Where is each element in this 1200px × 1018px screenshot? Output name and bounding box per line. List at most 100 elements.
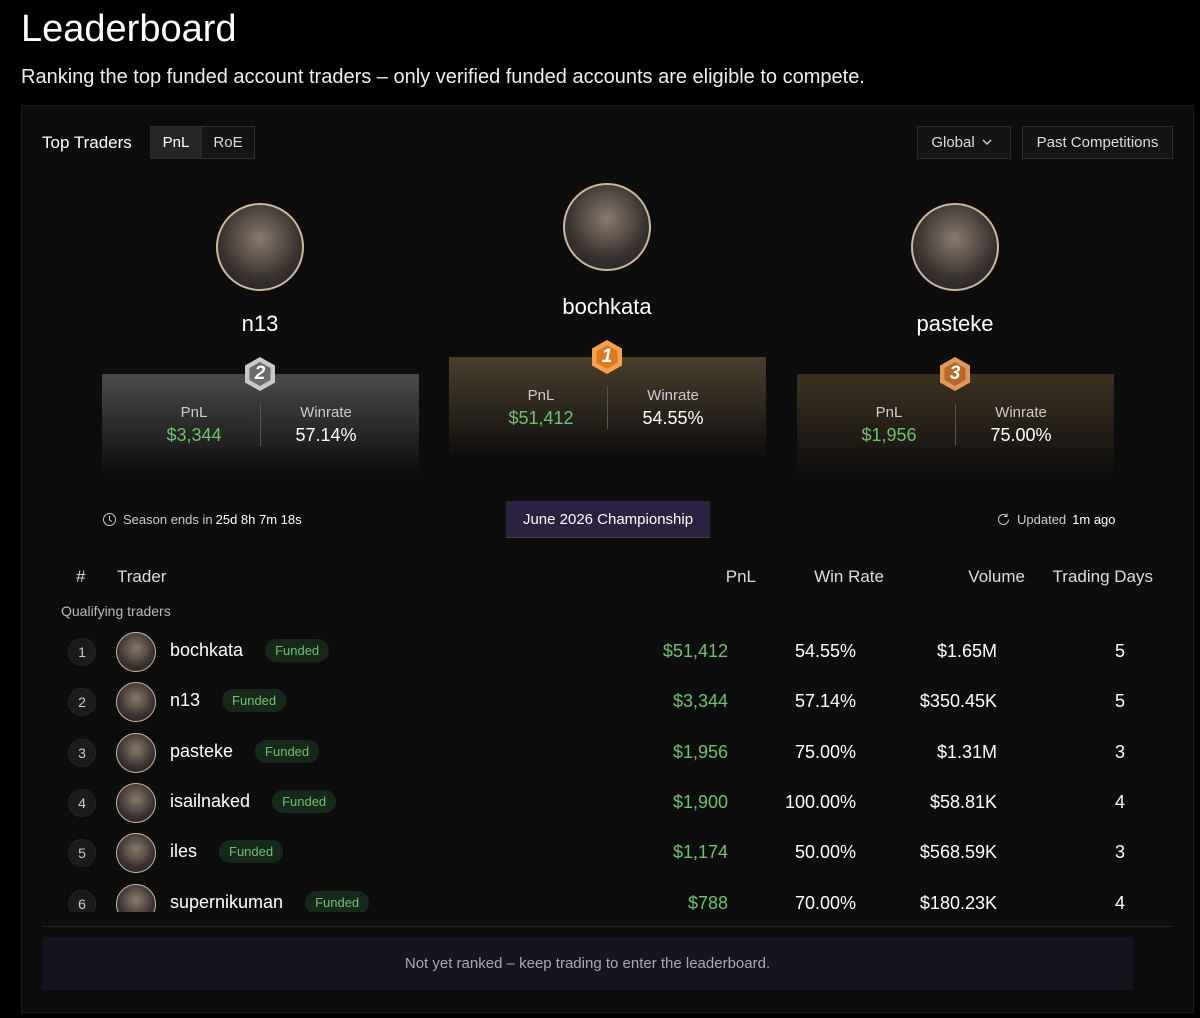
win-rate: 100.00% [784,791,856,812]
col-rank: # [76,567,86,586]
row-avatar [116,782,156,823]
chevron [982,138,992,145]
table-row: 5 iles Funded $1,174 50.00% $568.59K 3 [0,828,1172,878]
col-days: Trading Days [1052,567,1153,586]
winrate-value: 75.00% [990,425,1052,445]
row-avatar [116,732,156,773]
rank-circle: 3 [68,738,96,767]
season-prefix: Season ends in [123,512,213,527]
win-rate: 75.00% [794,741,856,762]
winrate-label: Winrate [300,404,352,421]
clock-icon [103,513,116,526]
pnl-value: $3,344 [166,425,222,445]
page-title: Leaderboard [21,8,237,50]
competition-badge: June 2026 Championship [506,501,710,538]
divider [42,926,1173,927]
funded-badge: Funded [222,689,287,713]
winrate-value: 57.14% [295,425,357,445]
table-row: 2 n13 Funded $3,344 57.14% $350.45K 5 [0,677,1172,727]
past-button[interactable]: Past Competitions [1022,126,1173,159]
funded-badge: Funded [255,739,320,763]
medal: 2 [242,356,278,392]
table-row: 3 pasteke Funded $1,956 75.00% $1.31M 3 [0,728,1172,778]
pnl-label: PnL [527,387,555,404]
table-row: 4 isailnaked Funded $1,900 100.00% $58.81K 4 [0,778,1172,828]
pnl: $1,174 [672,842,728,863]
trader-cell: pasteke Funded [170,739,320,763]
winrate-label: Winrate [995,404,1047,421]
updated-label: Updated [1017,512,1067,527]
trading-days: 3 [1114,842,1125,863]
volume: $58.81K [929,791,997,812]
trader-cell: n13 Funded [170,689,287,713]
funded-badge: Funded [305,890,370,912]
trading-days: 4 [1114,791,1125,812]
volume: $1.65M [936,641,997,661]
win-rate: 54.55% [794,641,856,661]
win-rate: 57.14% [794,691,856,712]
volume: $568.59K [919,842,997,863]
page-subtitle: Ranking the top funded account traders –… [21,66,865,88]
season-timer: Season ends in 25d 8h 7m 18s [102,512,302,527]
trader-cell: iles Funded [170,840,284,864]
medal: 3 [937,356,973,392]
card-divider [607,387,608,429]
avatar [216,203,304,291]
medal-hex [940,357,970,391]
rank-circle: 2 [68,688,96,717]
winrate-label: Winrate [647,387,699,404]
section-title: Top Traders [42,133,132,152]
pnl: $788 [687,892,728,913]
pnl: $1,900 [672,791,728,812]
pnl-value: $1,956 [861,425,917,445]
avatar [563,183,651,271]
trading-days: 5 [1114,641,1125,661]
row-avatar [116,632,156,672]
trader-cell: bochkata Funded [170,639,330,662]
row-avatar [116,833,156,874]
volume: $1.31M [936,741,997,762]
funded-badge: Funded [272,789,337,813]
refresh-icon [998,513,1009,525]
trader-name: pasteke [170,740,234,761]
trading-days: 5 [1114,691,1125,712]
medal: 1 [589,339,625,375]
pnl: $3,344 [672,691,728,712]
card-divider [955,404,956,446]
section-label: Qualifying traders [61,603,171,619]
medal-hex [245,357,275,391]
pnl-value: $51,412 [508,408,574,428]
pnl: $1,956 [672,741,728,762]
table-row: 1 bochkata Funded $51,412 54.55% $1.65M 5 [0,627,1172,677]
volume: $350.45K [919,691,997,712]
region-dropdown[interactable]: Global [917,126,1011,159]
pnl-label: PnL [180,404,208,421]
trading-days: 4 [1114,892,1125,913]
trader-name: n13 [241,311,279,336]
pnl: $51,412 [662,641,728,661]
table-body: 1 bochkata Funded $51,412 54.55% $1.65M 5 2 n13 F… [0,627,1200,912]
winrate-value: 54.55% [642,408,704,428]
rank-circle: 6 [68,889,96,912]
trader-name: n13 [170,690,201,711]
medal-rank: 3 [949,363,961,384]
footer-note: Not yet ranked – keep trading to enter t… [42,937,1133,990]
season-time: 25d 8h 7m 18s [215,512,302,527]
tab[interactable]: RoE [201,126,255,159]
trader-name: bochkata [170,640,244,660]
rank-circle: 1 [68,638,96,666]
medal-rank: 1 [601,346,613,367]
trader-name: isailnaked [170,790,251,811]
medal-rank: 2 [254,363,266,384]
card-divider [260,404,261,446]
volume: $180.23K [919,892,997,913]
trader-cell: isailnaked Funded [170,789,337,813]
col-pnl: PnL [725,567,756,586]
table-row: 6 supernikuman Funded $788 70.00% $180.23K 4 [0,879,1172,913]
rank-circle: 5 [68,839,96,868]
medal-hex [592,340,622,374]
tab-active[interactable]: PnL [150,126,202,159]
trader-name: bochkata [562,294,652,319]
updated-time: 1m ago [1072,512,1116,527]
updated: Updated 1m ago [996,512,1116,527]
